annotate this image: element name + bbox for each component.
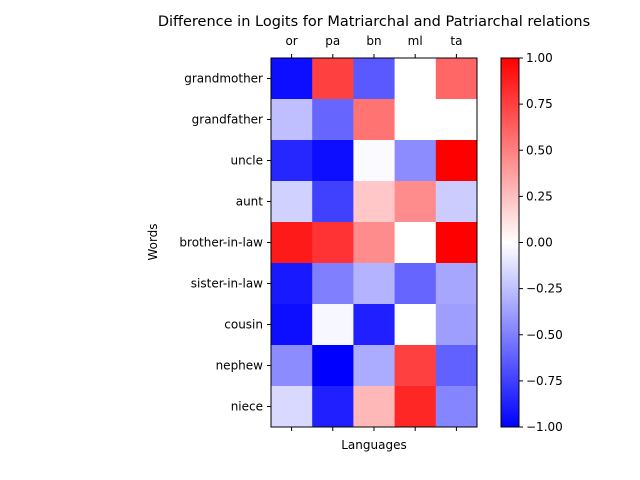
colorbar-tick-label: 0.00 (526, 236, 553, 250)
heatmap-cell (353, 222, 395, 264)
heatmap-cell (271, 304, 313, 346)
y-axis-label: Words (146, 223, 160, 260)
y-tick-label: niece (231, 400, 263, 414)
y-tick-label: cousin (224, 318, 263, 332)
heatmap-cell (312, 345, 354, 387)
heatmap-cell (435, 345, 478, 387)
colorbar-tick-label: −0.25 (526, 282, 563, 296)
heatmap-cell (271, 99, 313, 141)
heatmap-cells (271, 58, 478, 428)
x-axis-label: Languages (341, 438, 406, 452)
heatmap-cell (394, 345, 437, 387)
heatmap-cell (312, 386, 354, 428)
heatmap-cell (271, 386, 313, 428)
heatmap-cell (353, 386, 395, 428)
heatmap-cell (271, 181, 313, 223)
heatmap-cell (312, 222, 354, 264)
y-tick-label: grandfather (192, 113, 263, 127)
heatmap-cell (353, 140, 395, 182)
chart-title: Difference in Logits for Matriarchal and… (158, 14, 590, 30)
x-tick-label: bn (366, 34, 381, 48)
heatmap-cell (394, 263, 437, 305)
heatmap-cell (435, 304, 478, 346)
heatmap-cell (394, 99, 437, 141)
heatmap-cell (312, 58, 354, 100)
x-tick-label: pa (325, 34, 340, 48)
heatmap-cell (435, 263, 478, 305)
heatmap-cell (435, 140, 478, 182)
heatmap-cell (312, 99, 354, 141)
y-tick-label: sister-in-law (191, 277, 263, 291)
heatmap-cell (353, 263, 395, 305)
heatmap-cell (435, 99, 478, 141)
heatmap-cell (353, 345, 395, 387)
heatmap-cell (435, 386, 478, 428)
x-tick-label: or (285, 34, 297, 48)
heatmap-cell (353, 99, 395, 141)
colorbar-tick-label: −0.50 (526, 328, 563, 342)
heatmap-cell (312, 304, 354, 346)
heatmap-cell (435, 222, 478, 264)
colorbar-tick-label: 1.00 (526, 51, 553, 65)
colorbar-ticks: 1.00 0.75 0.50 0.25 0.00 −0.25 −0.50 −0.75 −1.00 (519, 51, 563, 434)
heatmap-cell (312, 140, 354, 182)
heatmap-cell (312, 263, 354, 305)
heatmap-cell (271, 140, 313, 182)
heatmap-cell (394, 140, 437, 182)
y-tick-label: uncle (230, 154, 263, 168)
heatmap-cell (353, 181, 395, 223)
heatmap-cell (271, 58, 313, 100)
heatmap-cell (394, 222, 437, 264)
colorbar (500, 57, 520, 428)
colorbar-tick-label: 0.75 (526, 97, 553, 111)
y-axis-ticks: grandmother grandfather uncle aunt brother-i… (179, 72, 271, 414)
y-tick-label: grandmother (184, 72, 263, 86)
heatmap-cell (435, 58, 478, 100)
heatmap-cell (312, 181, 354, 223)
colorbar-tick-label: 0.50 (526, 143, 553, 157)
heatmap-cell (394, 58, 437, 100)
x-tick-label: ta (450, 34, 462, 48)
y-tick-label: aunt (236, 195, 264, 209)
colorbar-tick-label: −0.75 (526, 374, 563, 388)
y-tick-label: brother-in-law (179, 236, 263, 250)
heatmap-cell (271, 263, 313, 305)
heatmap-cell (394, 304, 437, 346)
heatmap-cell (353, 304, 395, 346)
colorbar-tick-label: 0.25 (526, 189, 553, 203)
heatmap-cell (353, 58, 395, 100)
heatmap-cell (435, 181, 478, 223)
x-axis-ticks: or pa bn ml ta (285, 34, 462, 431)
x-tick-label: ml (408, 34, 423, 48)
heatmap-cell (271, 345, 313, 387)
y-tick-label: nephew (216, 359, 264, 373)
colorbar-tick-label: −1.00 (526, 420, 563, 434)
heatmap-cell (394, 181, 437, 223)
heatmap-cell (271, 222, 313, 264)
heatmap-cell (394, 386, 437, 428)
